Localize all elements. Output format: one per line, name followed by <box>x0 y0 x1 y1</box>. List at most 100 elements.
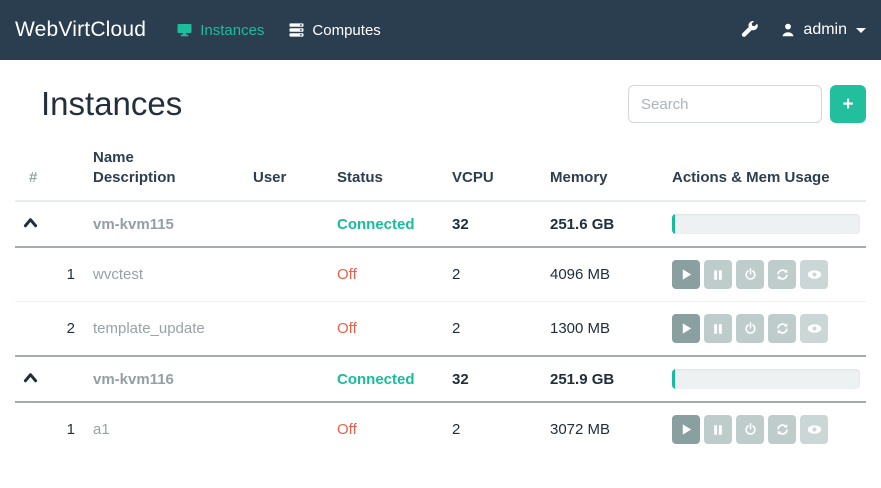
instance-vcpu: 2 <box>452 421 461 438</box>
caret-down-icon <box>856 27 866 33</box>
compute-group-row: vm-kvm115 Connected 32 251.6 GB <box>15 201 866 248</box>
display-icon <box>176 22 193 38</box>
pause-button[interactable] <box>704 314 732 343</box>
instance-status: Off <box>337 266 357 283</box>
pause-icon <box>714 323 722 334</box>
compute-status: Connected <box>337 370 415 388</box>
instance-actions <box>672 415 858 444</box>
nav-item-label: Instances <box>200 21 265 39</box>
column-header-vcpu: VCPU <box>444 140 542 202</box>
pause-icon <box>714 424 722 435</box>
eye-icon <box>807 425 821 434</box>
page-title: Instances <box>41 85 183 122</box>
play-button[interactable] <box>672 314 700 343</box>
compute-vcpu: 32 <box>444 356 542 403</box>
pause-button[interactable] <box>704 260 732 289</box>
power-icon <box>744 322 756 334</box>
nav-item-instances[interactable]: Instances <box>176 22 264 39</box>
eye-icon <box>807 324 821 333</box>
instance-actions <box>672 314 858 343</box>
power-icon <box>744 423 756 435</box>
compute-status: Connected <box>337 215 415 233</box>
play-button[interactable] <box>672 260 700 289</box>
instance-num: 1 <box>15 247 85 302</box>
nav-item-computes[interactable]: Computes <box>288 21 381 39</box>
instance-user-cell <box>245 301 329 357</box>
table-header-row: # Name Description User Status VCPU Memo… <box>15 140 866 202</box>
add-instance-button[interactable]: + <box>830 85 866 123</box>
mem-usage-progressbar <box>672 369 860 389</box>
chevron-up-icon[interactable] <box>23 216 38 229</box>
brand-logo[interactable]: WebVirtCloud <box>15 18 147 41</box>
search-input[interactable] <box>628 85 822 123</box>
user-icon <box>780 22 796 38</box>
refresh-icon <box>776 269 788 280</box>
power-icon <box>744 268 756 280</box>
user-menu[interactable]: admin <box>780 21 866 39</box>
column-header-name: Name <box>93 149 134 166</box>
chevron-up-icon[interactable] <box>23 371 38 384</box>
compute-host-link[interactable]: vm-kvm116 <box>93 370 174 388</box>
instance-num: 2 <box>15 301 85 357</box>
refresh-button[interactable] <box>768 260 796 289</box>
instance-user-cell <box>245 402 329 456</box>
pause-button[interactable] <box>704 415 732 444</box>
instance-name-link[interactable]: wvctest <box>93 266 144 283</box>
console-eye-button[interactable] <box>800 415 828 444</box>
instance-memory: 1300 MB <box>542 301 664 357</box>
compute-group-row: vm-kvm116 Connected 32 251.9 GB <box>15 356 866 403</box>
instance-memory: 4096 MB <box>542 247 664 302</box>
compute-user-cell <box>245 201 329 248</box>
instance-row: 1 wvctest Off 2 4096 MB <box>15 247 866 302</box>
instances-table: # Name Description User Status VCPU Memo… <box>15 140 866 456</box>
refresh-icon <box>776 323 788 334</box>
mem-usage-progress-fill <box>672 369 675 389</box>
page-header-actions: + <box>628 85 866 123</box>
column-header-actions: Actions & Mem Usage <box>664 140 866 202</box>
main-nav: Instances Computes <box>176 22 740 39</box>
nav-item-label: Computes <box>312 21 381 39</box>
console-eye-button[interactable] <box>800 314 828 343</box>
column-header-name-description: Name Description <box>85 140 245 202</box>
play-icon <box>682 424 691 435</box>
refresh-icon <box>776 424 788 435</box>
power-button[interactable] <box>736 260 764 289</box>
refresh-button[interactable] <box>768 415 796 444</box>
column-header-user: User <box>245 140 329 202</box>
power-button[interactable] <box>736 314 764 343</box>
instance-name-link[interactable]: a1 <box>93 421 110 438</box>
instance-num: 1 <box>66 421 75 438</box>
instance-row: 2 template_update Off 2 1300 MB <box>15 301 866 357</box>
play-button[interactable] <box>672 415 700 444</box>
eye-icon <box>807 270 821 279</box>
instance-status: Off <box>337 421 357 438</box>
plus-icon: + <box>842 93 854 115</box>
compute-memory: 251.6 GB <box>542 201 664 248</box>
pause-icon <box>714 269 722 280</box>
console-eye-button[interactable] <box>800 260 828 289</box>
instance-row: 1 a1 Off 2 3072 MB <box>15 402 866 456</box>
navbar-right: admin <box>740 21 866 39</box>
power-button[interactable] <box>736 415 764 444</box>
instance-user-cell <box>245 247 329 302</box>
instance-name-link[interactable]: template_update <box>93 320 205 337</box>
compute-user-cell <box>245 356 329 403</box>
instance-status: Off <box>337 320 357 337</box>
instance-actions <box>672 260 858 289</box>
mem-usage-progressbar <box>672 214 860 234</box>
column-header-num: # <box>15 140 85 202</box>
column-header-memory: Memory <box>542 140 664 202</box>
instance-vcpu: 2 <box>444 301 542 357</box>
compute-host-link[interactable]: vm-kvm115 <box>93 215 174 233</box>
mem-usage-progress-fill <box>672 214 675 234</box>
server-icon <box>288 22 305 38</box>
main-content: Instances + # Name Description User Stat… <box>0 80 881 456</box>
refresh-button[interactable] <box>768 314 796 343</box>
user-menu-label: admin <box>803 21 847 38</box>
wrench-icon[interactable] <box>740 21 759 39</box>
instance-vcpu: 2 <box>444 247 542 302</box>
play-icon <box>682 323 691 334</box>
column-header-status: Status <box>329 140 444 202</box>
column-header-description: Description <box>93 169 176 186</box>
page-header: Instances + <box>15 80 866 128</box>
